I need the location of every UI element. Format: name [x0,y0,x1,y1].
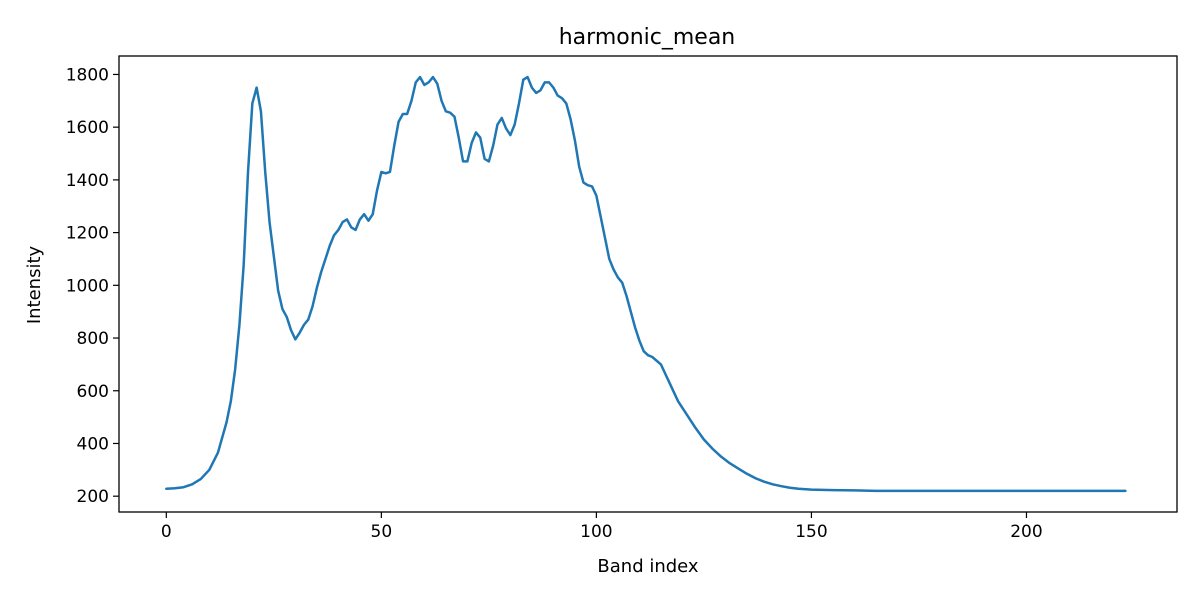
y-tick-label: 1600 [66,118,109,138]
y-tick-label: 600 [77,382,109,402]
x-tick-label: 150 [795,522,827,542]
chart-title: harmonic_mean [559,25,736,50]
plot-area-frame [118,55,1178,513]
y-axis: 200 400 600 800 1000 1200 1400 1600 1800 [66,65,119,507]
y-tick-label: 1800 [66,65,109,85]
y-tick-label: 1000 [66,276,109,296]
y-tick-label: 200 [77,487,109,507]
y-tick-label: 1400 [66,171,109,191]
y-tick-label: 1200 [66,224,109,244]
x-tick-label: 0 [161,522,172,542]
x-tick-label: 200 [1010,522,1042,542]
x-axis-label: Band index [597,556,699,577]
y-tick-label: 800 [77,329,109,349]
x-tick-label: 50 [371,522,393,542]
y-axis-label: Intensity [24,245,45,324]
x-axis: 0 50 100 150 200 [161,512,1043,542]
series-line [165,75,1127,493]
x-tick-label: 100 [580,522,612,542]
y-tick-label: 400 [77,434,109,454]
